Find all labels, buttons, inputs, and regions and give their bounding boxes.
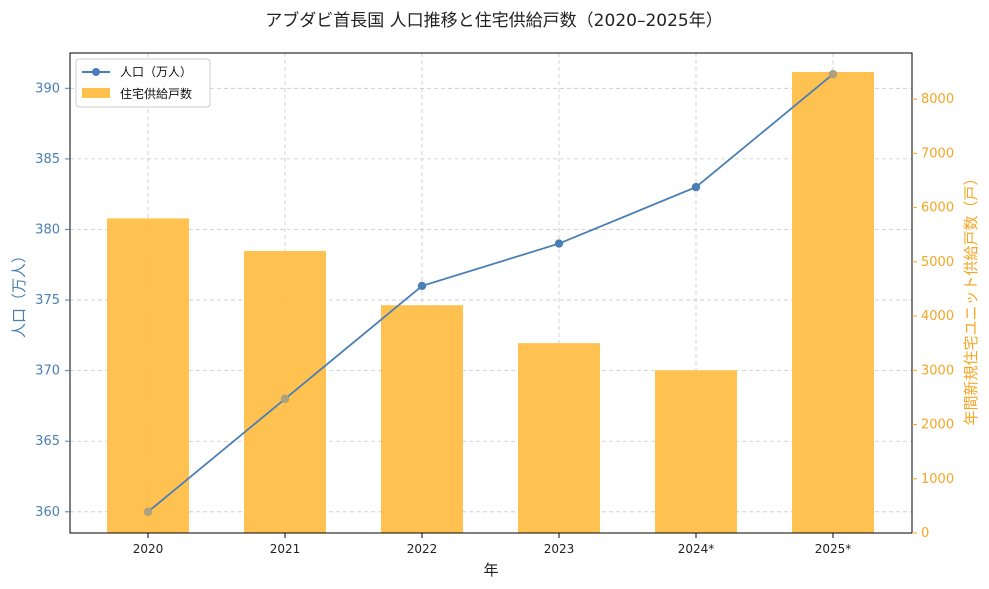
right-tick-label: 6000: [921, 201, 954, 216]
right-tick-label: 8000: [921, 92, 954, 107]
left-tick-label: 360: [35, 505, 60, 520]
population-point: [417, 281, 427, 291]
line-series: [143, 69, 838, 517]
bar-series: [107, 71, 874, 534]
legend-housing-label: 住宅供給戸数: [120, 86, 192, 101]
left-tick-label: 385: [35, 152, 60, 167]
legend: 人口（万人） 住宅供給戸数: [75, 58, 211, 108]
population-point: [691, 182, 701, 192]
right-tick-label: 1000: [921, 472, 954, 487]
x-tick-label: 2022: [407, 542, 438, 556]
bar: [244, 250, 326, 533]
bar: [792, 71, 874, 534]
right-tick-label: 7000: [921, 146, 954, 161]
right-tick-label: 2000: [921, 418, 954, 433]
bar: [655, 370, 737, 533]
bar: [518, 343, 600, 533]
x-tick-label: 2025*: [815, 542, 852, 556]
x-tick-label: 2024*: [678, 542, 715, 556]
right-tick-label: 5000: [921, 255, 954, 270]
left-axis-label: 人口（万人）: [10, 248, 28, 338]
left-axis: 360 365 370 375 380 385 390: [35, 81, 70, 520]
x-axis-label: 年: [483, 561, 498, 579]
right-axis-label: 年間新規住宅ユニット供給戸数（戸）: [962, 170, 980, 425]
right-tick-label: 0: [921, 526, 929, 541]
left-tick-label: 390: [35, 81, 60, 96]
population-point-overlay: [280, 394, 290, 404]
grid: [70, 53, 912, 533]
legend-population-label: 人口（万人）: [120, 65, 192, 79]
x-axis: 2020 2021 2022 2023 2024* 2025*: [133, 533, 852, 556]
x-tick-label: 2023: [544, 542, 575, 556]
plot-frame: [69, 52, 913, 534]
right-tick-label: 4000: [921, 309, 954, 324]
population-point-overlay: [143, 507, 153, 517]
left-tick-label: 375: [35, 293, 60, 308]
population-line: [147, 73, 834, 513]
chart-title: アブダビ首長国 人口推移と住宅供給戸数（2020–2025年）: [265, 10, 722, 31]
population-point-overlay: [828, 69, 838, 79]
left-tick-label: 380: [35, 222, 60, 237]
right-axis: 0 1000 2000 3000 4000 5000 6000 7000 8000: [912, 92, 954, 541]
legend-bar-swatch: [82, 88, 110, 98]
x-tick-label: 2021: [270, 542, 301, 556]
legend-line-marker: [92, 68, 100, 76]
x-tick-label: 2020: [133, 542, 164, 556]
right-tick-label: 3000: [921, 363, 954, 378]
left-tick-label: 370: [35, 364, 60, 379]
left-tick-label: 365: [35, 434, 60, 449]
bar: [381, 305, 463, 533]
bar: [107, 218, 189, 534]
population-point: [554, 239, 564, 248]
